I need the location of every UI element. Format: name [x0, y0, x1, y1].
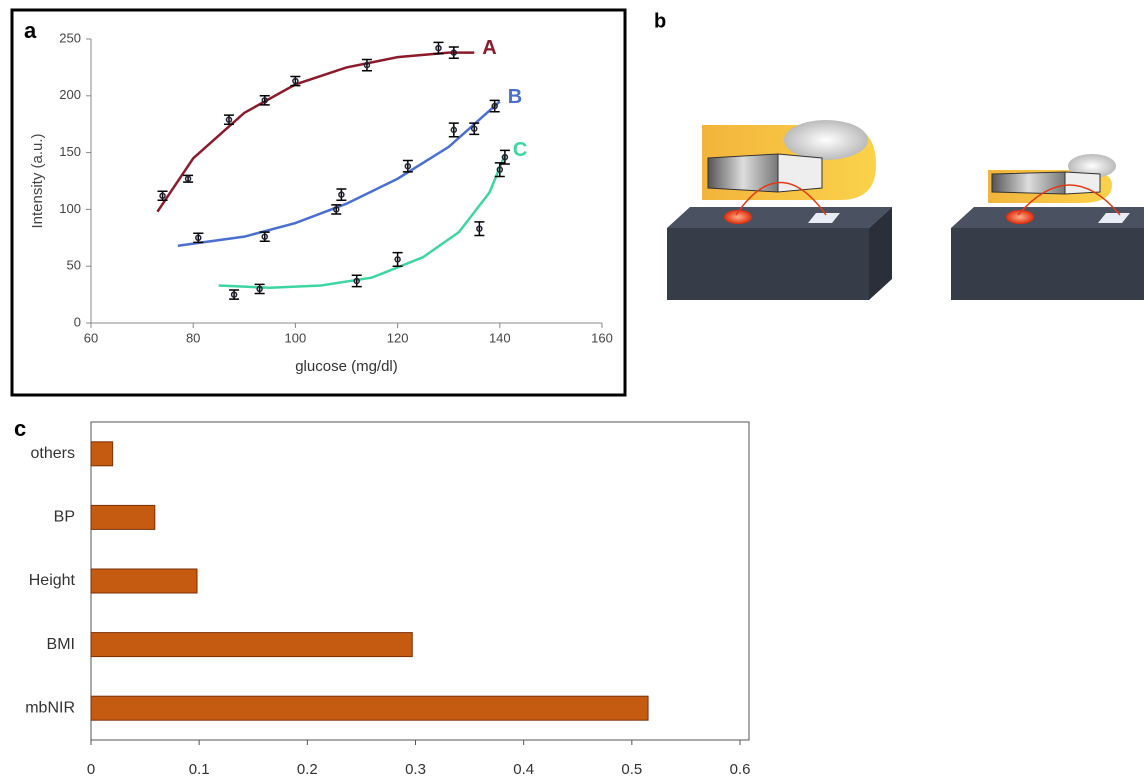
bar — [91, 442, 113, 466]
y-tick-label: 0 — [74, 314, 81, 329]
series-label: B — [508, 86, 522, 108]
y-tick-label: mbNIR — [25, 699, 75, 716]
y-tick-label: 200 — [59, 87, 81, 102]
x-tick-label: 80 — [186, 330, 200, 345]
panel-label: a — [24, 18, 37, 43]
figure: a b c 0 50 100 150 200 250 60 80 100 120 140 160 glu… — [0, 0, 1144, 783]
error-bar — [336, 189, 346, 200]
y-tick-label: others — [31, 445, 75, 462]
panel-label: b — [654, 10, 666, 32]
x-tick-label: 0.3 — [405, 761, 426, 778]
x-tick-label: 0.2 — [297, 761, 318, 778]
series-label: A — [482, 37, 496, 59]
error-bar — [393, 253, 403, 267]
x-tick-label: 0 — [87, 761, 95, 778]
bar — [91, 633, 412, 657]
x-tick-label: 0.5 — [621, 761, 642, 778]
y-tick-label: Height — [29, 572, 76, 589]
y-tick-label: 50 — [67, 258, 81, 273]
bar — [91, 505, 155, 529]
y-axis-label: Intensity (a.u.) — [29, 133, 46, 228]
fit-curve — [219, 155, 505, 288]
page: a b c 0 50 100 150 200 250 60 80 100 120 140 160 glu… — [0, 0, 1144, 783]
x-tick-label: 100 — [285, 330, 307, 345]
y-tick-label: 100 — [59, 201, 81, 216]
x-tick-label: 0.6 — [730, 761, 751, 778]
x-tick-label: 120 — [387, 330, 409, 345]
x-tick-label: 0.4 — [513, 761, 534, 778]
bar — [91, 569, 197, 593]
y-tick-label: 250 — [59, 30, 81, 45]
x-tick-label: 140 — [489, 330, 511, 345]
error-bar — [474, 222, 484, 236]
y-tick-label: 150 — [59, 144, 81, 159]
series-label: C — [513, 139, 527, 161]
panel-label: c — [14, 416, 26, 441]
y-tick-label: BMI — [47, 636, 75, 653]
bar — [91, 696, 648, 720]
fit-curve — [157, 53, 474, 212]
x-axis-label: glucose (mg/dl) — [295, 358, 398, 375]
error-bar — [449, 123, 459, 137]
panel-frame — [12, 10, 625, 395]
x-tick-label: 60 — [84, 330, 98, 345]
sensor-diagram — [667, 120, 1144, 300]
y-tick-label: BP — [54, 509, 75, 526]
x-tick-label: 0.1 — [189, 761, 210, 778]
x-tick-label: 160 — [591, 330, 613, 345]
